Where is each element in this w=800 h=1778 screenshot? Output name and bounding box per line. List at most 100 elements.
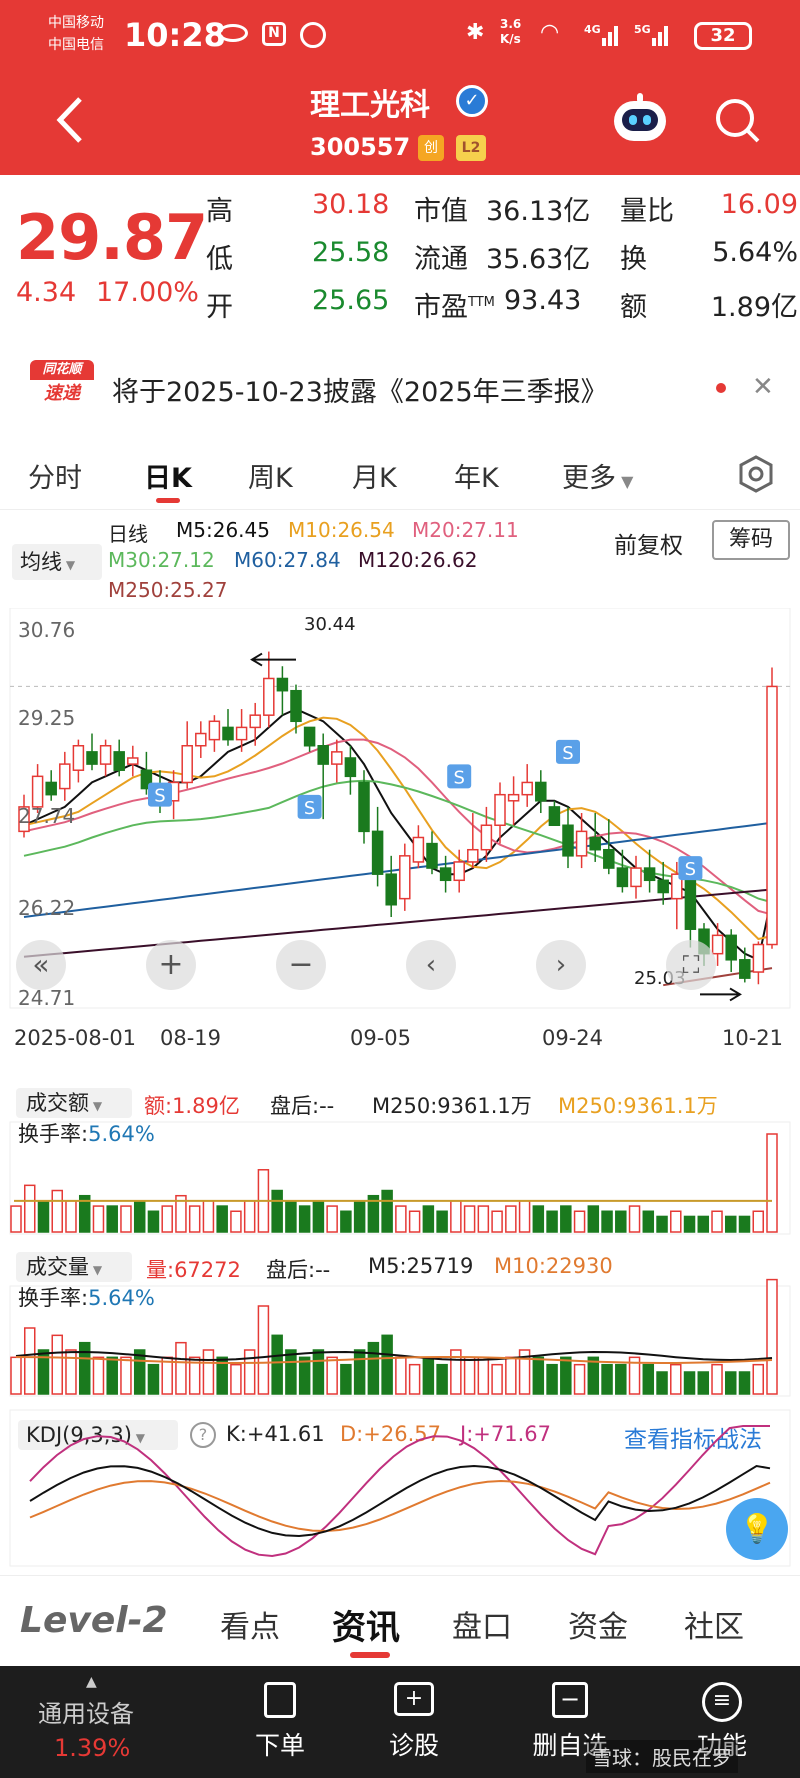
amount-indicator-selector[interactable]: 成交额 ▼: [16, 1088, 132, 1118]
ma5-value: M5:26.45: [176, 518, 270, 542]
amount-bar: [230, 1210, 242, 1233]
chip-button[interactable]: 筹码: [712, 520, 790, 560]
volume-bar: [725, 1371, 737, 1395]
volume-m5: M5:25719: [368, 1254, 474, 1278]
tab-shequ[interactable]: 社区: [684, 1610, 744, 1645]
amount-bar: [546, 1210, 558, 1233]
candle-body: [140, 769, 153, 790]
volume-bar: [601, 1363, 613, 1395]
tab-yearly-k[interactable]: 年K: [454, 463, 499, 494]
volume-bar: [188, 1356, 201, 1395]
amount-bar: [381, 1189, 393, 1233]
robot-assistant-icon[interactable]: [612, 93, 668, 145]
scroll-left-icon[interactable]: ‹: [406, 940, 456, 990]
kdj-j: J:+71.67: [460, 1422, 551, 1446]
fullscreen-icon[interactable]: ⛶: [666, 940, 716, 990]
search-icon[interactable]: [712, 95, 764, 147]
stock-name: 理工光科: [310, 88, 430, 123]
unread-dot: [716, 383, 726, 393]
volume-bar: [285, 1349, 297, 1395]
candle-body: [507, 793, 520, 802]
candle-body: [72, 745, 85, 771]
volume-bar: [450, 1349, 462, 1395]
minus-box-icon: −: [552, 1682, 588, 1718]
help-icon[interactable]: ?: [190, 1422, 216, 1448]
candle-body: [208, 720, 221, 741]
notice-bar[interactable]: 同花顺 速递 将于2025-10-23披露《2025年三季报》 ✕: [0, 340, 800, 420]
volume-m10: M10:22930: [494, 1254, 613, 1278]
volume-indicator-selector[interactable]: 成交量 ▼: [16, 1252, 132, 1282]
volume-bar: [340, 1363, 352, 1395]
tab-level2[interactable]: Level-2: [20, 1600, 168, 1641]
kdj-selector[interactable]: KDJ(9,3,3) ▼: [18, 1420, 178, 1450]
close-icon[interactable]: ✕: [752, 372, 774, 402]
fast-rewind-icon[interactable]: «: [16, 940, 66, 990]
tab-fenshi[interactable]: 分时: [28, 463, 82, 494]
amount-bar: [738, 1215, 751, 1233]
back-icon[interactable]: [52, 95, 88, 145]
candle-body: [18, 806, 30, 833]
zoom-in-icon[interactable]: +: [146, 940, 196, 990]
candle-body: [739, 959, 751, 979]
nav-remove-watchlist[interactable]: − 删自选: [520, 1682, 620, 1772]
tab-daily-k[interactable]: 日K: [144, 463, 192, 494]
ma-selector[interactable]: 均线 ▼: [12, 544, 102, 580]
volume-bar: [532, 1356, 545, 1395]
volume-bar: [395, 1356, 407, 1395]
kline-chart[interactable]: S S S S S 30.76 29.25 27.74 26.22 24.71 30.4…: [0, 608, 800, 1050]
candle-body: [711, 934, 724, 955]
fuquan-toggle[interactable]: 前复权: [614, 533, 683, 559]
volume-bar: [230, 1363, 242, 1395]
volume-after-hours: 盘后:--: [266, 1258, 331, 1282]
volume-bar: [505, 1356, 517, 1395]
nav-diagnose[interactable]: + 诊股: [364, 1682, 464, 1772]
sell-signal-letter: S: [685, 859, 696, 880]
kdj-d: D:+26.57: [340, 1422, 441, 1446]
tab-pankou[interactable]: 盘口: [452, 1610, 512, 1645]
volume-bar: [560, 1356, 572, 1395]
amount-bar: [505, 1205, 517, 1233]
scroll-right-icon[interactable]: ›: [536, 940, 586, 990]
net-speed: 3.6 K/s: [500, 17, 522, 46]
nav-functions[interactable]: ≡ 功能: [672, 1682, 772, 1772]
indicator-strategy-link[interactable]: 查看指标战法: [624, 1427, 762, 1453]
volume-bar: [23, 1327, 36, 1395]
volume-bar: [697, 1371, 710, 1395]
tab-weekly-k[interactable]: 周K: [248, 463, 293, 494]
ma60-line: [23, 821, 773, 918]
volume-bar: [518, 1349, 531, 1395]
tab-zixun[interactable]: 资讯: [332, 1608, 400, 1648]
expand-arrow-icon[interactable]: ▲: [86, 1674, 97, 1690]
device-label[interactable]: 通用设备: [38, 1700, 134, 1728]
volume-bar: [271, 1334, 283, 1395]
volume-value: 量:67272: [146, 1258, 241, 1282]
chart-frame: [9, 608, 791, 1009]
tab-monthly-k[interactable]: 月K: [352, 463, 397, 494]
clock: 10:28: [124, 16, 226, 54]
amount-bar: [298, 1205, 311, 1233]
candle-body: [344, 757, 357, 778]
lightbulb-icon[interactable]: 💡: [726, 1498, 788, 1560]
tab-more[interactable]: 更多 ▼: [562, 463, 634, 494]
volume-bar: [766, 1278, 778, 1395]
kline-svg: S S S S S: [9, 608, 791, 1009]
volume-bar: [628, 1356, 641, 1395]
candle-body: [630, 867, 642, 888]
tab-zijin[interactable]: 资金: [568, 1610, 628, 1645]
candle-body: [45, 781, 57, 796]
candle-body: [494, 793, 506, 827]
amount-bar: [408, 1210, 421, 1233]
zoom-out-icon[interactable]: −: [276, 940, 326, 990]
settings-hexagon-icon[interactable]: [736, 454, 776, 494]
high-arrowhead: [250, 652, 263, 667]
amount-bar: [450, 1200, 462, 1233]
tab-kandian[interactable]: 看点: [220, 1610, 280, 1645]
nav-order[interactable]: 下单: [230, 1682, 330, 1772]
quote-panel: 29.87 4.34 17.00% 高 低 开 30.18 25.58 25.6…: [0, 175, 800, 335]
status-bar: 中国移动 中国电信 10:28 N ✱ 3.6 K/s ◠ 4G 5G 32: [0, 0, 800, 75]
caret-down-icon: ▼: [89, 1099, 103, 1113]
candle-body: [59, 763, 71, 790]
sell-signal-icon: [297, 794, 322, 819]
amount-bar: [573, 1210, 586, 1233]
amount-bar: [78, 1194, 91, 1233]
